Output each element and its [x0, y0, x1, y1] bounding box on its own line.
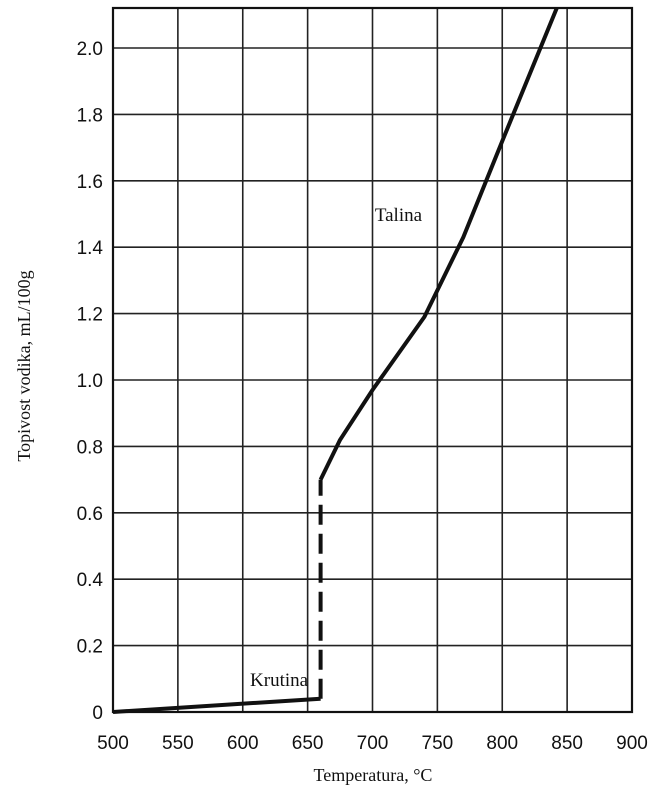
- liquid-phase-curve: [318, 7, 559, 481]
- y-tick-label: 0.6: [77, 504, 103, 525]
- x-tick-label: 750: [422, 733, 454, 754]
- x-tick-label: 650: [292, 733, 324, 754]
- solid-phase-line: [113, 696, 321, 714]
- annotations: Talina Krutina: [250, 205, 423, 691]
- label-krutina: Krutina: [250, 670, 309, 691]
- y-tick-label: 2.0: [77, 39, 103, 60]
- x-tick-label: 600: [227, 733, 259, 754]
- y-tick-label: 0.8: [77, 437, 103, 458]
- grid: [112, 8, 633, 713]
- y-tick-label: 1.2: [77, 305, 103, 326]
- x-tick-label: 550: [162, 733, 194, 754]
- y-tick-label: 0.2: [77, 637, 103, 658]
- y-tick-label: 1.6: [77, 172, 103, 193]
- label-talina: Talina: [375, 205, 423, 226]
- y-axis-tick-labels: 0 0.2 0.4 0.6 0.8 1.0 1.2 1.4 1.6 1.8 2.0: [77, 39, 104, 724]
- x-tick-label: 500: [97, 733, 129, 754]
- x-axis-title: Temperatura, °C: [314, 765, 433, 785]
- x-axis-tick-labels: 500 550 600 650 700 750 800 850 900: [97, 733, 648, 754]
- y-tick-label: 0.4: [77, 570, 104, 591]
- plot-frame: [111, 6, 634, 714]
- x-tick-label: 850: [551, 733, 583, 754]
- series-lines: [113, 7, 559, 714]
- x-tick-label: 700: [357, 733, 389, 754]
- y-axis-title: Topivost vodika, mL/100g: [14, 270, 34, 461]
- y-tick-label: 1.8: [77, 105, 103, 126]
- x-tick-label: 800: [486, 733, 518, 754]
- y-tick-label: 1.4: [77, 238, 104, 259]
- x-tick-label: 900: [616, 733, 648, 754]
- y-tick-label: 1.0: [77, 371, 103, 392]
- y-tick-label: 0: [92, 703, 103, 724]
